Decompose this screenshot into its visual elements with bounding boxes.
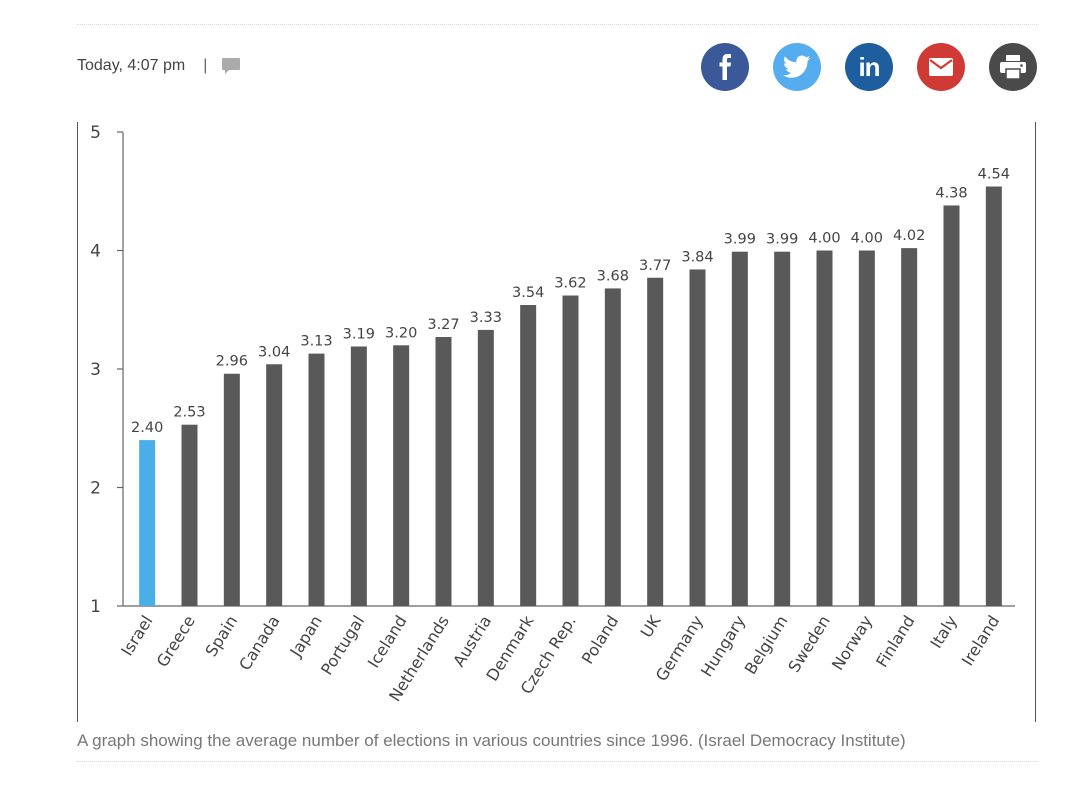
bar-norway bbox=[858, 250, 875, 606]
x-tick-label: Spain bbox=[201, 612, 241, 660]
x-tick-label: Iceland bbox=[364, 612, 411, 671]
bar-spain bbox=[223, 373, 240, 606]
data-label: 4.00 bbox=[808, 231, 840, 247]
comment-icon[interactable] bbox=[221, 57, 241, 75]
bar-canada bbox=[266, 364, 283, 606]
x-tick-label: Israel bbox=[117, 612, 156, 659]
data-label: 3.77 bbox=[639, 258, 671, 274]
elections-bar-chart: 1 2 3 4 5 2.40 2.53 2.96 3.04 3.13 3.19 3.20 3.27 3.… bbox=[78, 122, 1036, 722]
publish-timestamp: Today, 4:07 pm bbox=[77, 57, 186, 74]
data-label: 3.84 bbox=[681, 249, 713, 265]
x-tick-label: Canada bbox=[235, 612, 283, 674]
bottom-divider bbox=[77, 761, 1037, 762]
twitter-share-button[interactable] bbox=[773, 43, 821, 91]
x-tick-label: Italy bbox=[926, 612, 961, 652]
figure-right-border bbox=[1035, 122, 1036, 722]
bar-ireland bbox=[985, 186, 1002, 606]
bar-iceland bbox=[393, 345, 410, 606]
meta-separator: | bbox=[203, 57, 208, 74]
data-label: 3.27 bbox=[427, 317, 459, 333]
bar-greece bbox=[181, 424, 198, 606]
x-tick-label: Austria bbox=[449, 612, 495, 670]
x-tick-label: Norway bbox=[828, 612, 876, 674]
data-label: 3.04 bbox=[258, 344, 290, 360]
bar-italy bbox=[943, 205, 960, 606]
x-tick-label: Ireland bbox=[958, 612, 1003, 669]
print-icon bbox=[1000, 55, 1026, 80]
data-label: 4.54 bbox=[978, 167, 1010, 183]
linkedin-icon: in bbox=[858, 52, 880, 82]
x-tick-label: Japan bbox=[286, 612, 326, 661]
bar-belgium bbox=[774, 251, 791, 606]
article-meta: Today, 4:07 pm | bbox=[77, 55, 241, 77]
bar-germany bbox=[689, 269, 706, 606]
email-share-button[interactable] bbox=[917, 43, 965, 91]
figure-caption: A graph showing the average number of el… bbox=[77, 731, 906, 750]
email-icon bbox=[929, 58, 953, 76]
y-tick-label: 4 bbox=[90, 242, 101, 262]
bar-poland bbox=[604, 288, 621, 606]
bar-portugal bbox=[350, 346, 367, 606]
data-label: 3.99 bbox=[766, 232, 798, 248]
bar-sweden bbox=[816, 250, 833, 606]
bar-czech-rep- bbox=[562, 295, 579, 606]
data-label: 3.33 bbox=[470, 310, 502, 326]
top-divider bbox=[77, 24, 1037, 25]
bar-israel bbox=[139, 440, 156, 606]
bar-denmark bbox=[520, 305, 537, 606]
print-button[interactable] bbox=[989, 43, 1037, 91]
data-label: 3.54 bbox=[512, 285, 544, 301]
y-tick-label: 2 bbox=[90, 479, 101, 499]
data-label: 2.96 bbox=[216, 354, 248, 370]
data-label: 3.19 bbox=[343, 326, 375, 342]
x-tick-label: Greece bbox=[153, 612, 199, 670]
chart-svg: 1 2 3 4 5 2.40 2.53 2.96 3.04 3.13 3.19 3.20 3.27 3.… bbox=[90, 123, 1015, 705]
data-label: 3.13 bbox=[300, 334, 332, 350]
data-label: 2.53 bbox=[173, 405, 205, 421]
facebook-share-button[interactable] bbox=[701, 43, 749, 91]
data-label: 3.99 bbox=[724, 232, 756, 248]
data-label: 3.20 bbox=[385, 325, 417, 341]
share-bar: in bbox=[701, 43, 1037, 91]
y-tick-label: 3 bbox=[90, 360, 101, 380]
facebook-icon bbox=[719, 54, 731, 80]
data-label: 4.00 bbox=[851, 231, 883, 247]
x-tick-label: Sweden bbox=[784, 612, 834, 676]
data-label: 3.68 bbox=[597, 268, 629, 284]
bar-japan bbox=[308, 353, 325, 606]
x-tick-label: Poland bbox=[578, 612, 622, 667]
data-label: 4.02 bbox=[893, 228, 925, 244]
data-label: 4.38 bbox=[935, 185, 967, 201]
bar-uk bbox=[647, 277, 664, 606]
y-tick-label: 5 bbox=[90, 123, 101, 143]
x-tick-label: UK bbox=[637, 612, 665, 641]
data-label: 2.40 bbox=[131, 420, 163, 436]
bar-austria bbox=[477, 329, 494, 606]
bar-finland bbox=[901, 248, 918, 606]
figure-left-border bbox=[77, 122, 78, 722]
y-tick-label: 1 bbox=[90, 597, 101, 617]
linkedin-share-button[interactable]: in bbox=[845, 43, 893, 91]
bar-netherlands bbox=[435, 337, 452, 606]
x-tick-label: Finland bbox=[872, 612, 918, 671]
data-label: 3.62 bbox=[554, 276, 586, 292]
twitter-icon bbox=[783, 55, 811, 78]
bar-hungary bbox=[731, 251, 748, 606]
